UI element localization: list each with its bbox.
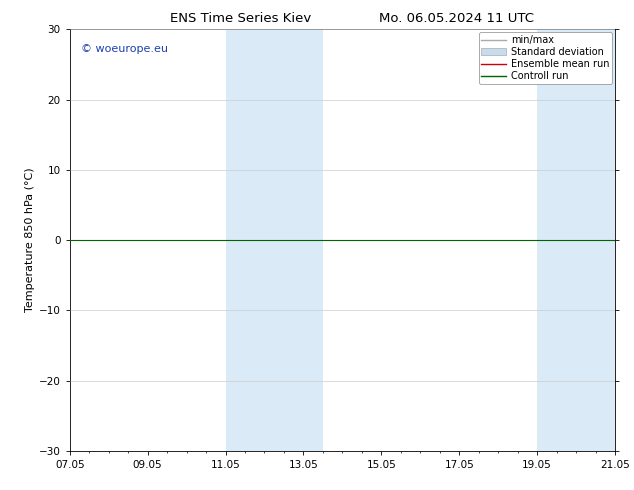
Text: Mo. 06.05.2024 11 UTC: Mo. 06.05.2024 11 UTC <box>379 12 534 25</box>
Bar <box>226 29 323 451</box>
Text: © woeurope.eu: © woeurope.eu <box>81 44 167 54</box>
Text: ENS Time Series Kiev: ENS Time Series Kiev <box>171 12 311 25</box>
Legend: min/max, Standard deviation, Ensemble mean run, Controll run: min/max, Standard deviation, Ensemble me… <box>479 32 612 84</box>
Y-axis label: Temperature 850 hPa (°C): Temperature 850 hPa (°C) <box>25 168 35 313</box>
Bar <box>537 29 615 451</box>
